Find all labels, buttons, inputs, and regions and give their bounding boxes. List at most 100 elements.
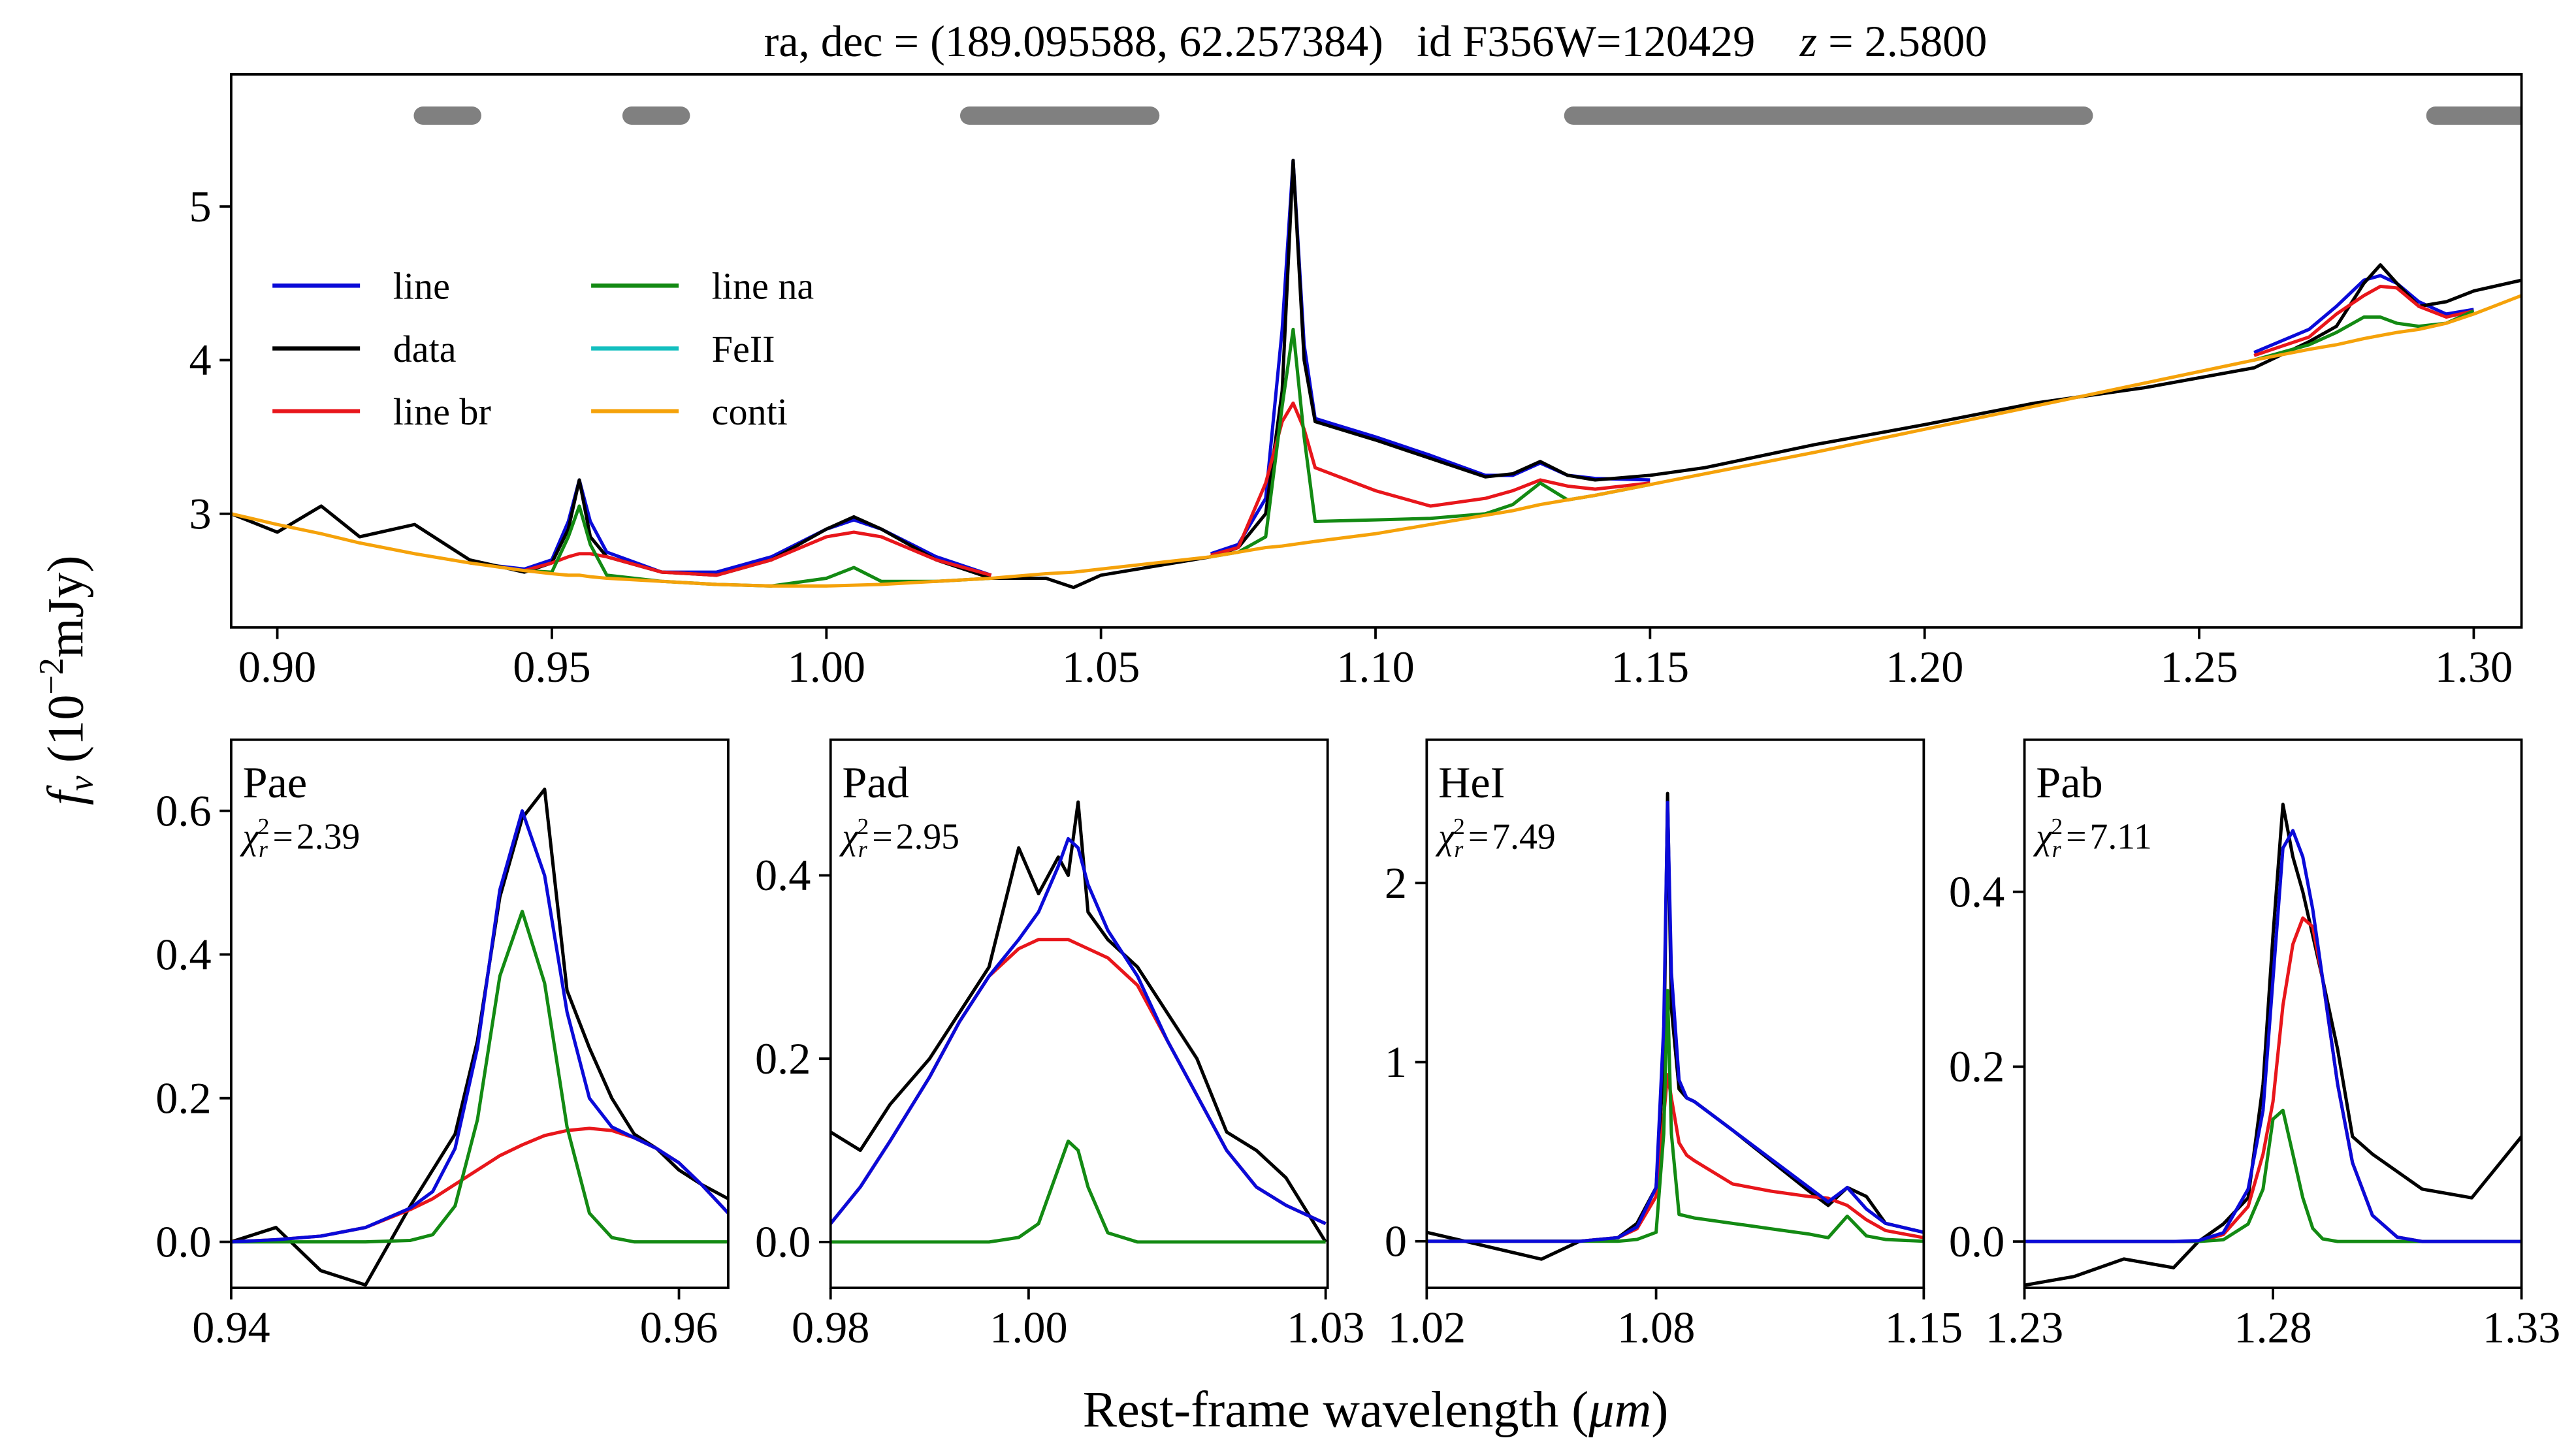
y-tick-label: 0.4 <box>1949 867 2004 916</box>
panel-label: Pae <box>243 758 308 807</box>
y-label-exp: −2 <box>33 658 71 694</box>
x-tick-label: 1.00 <box>990 1303 1067 1352</box>
chi2-label: χr2 = 7.49 <box>1435 813 1556 862</box>
x-label-close: ) <box>1651 1381 1668 1437</box>
plot-area <box>1426 791 1924 1261</box>
series-line <box>830 800 1327 1243</box>
chi2-eq: = <box>872 817 892 857</box>
x-tick-label: 1.23 <box>1986 1303 2063 1352</box>
legend-label: line <box>393 265 450 308</box>
x-tick-label: 1.08 <box>1617 1303 1695 1352</box>
chi2-symbol: χ <box>240 817 260 857</box>
chi2-eq: = <box>2066 817 2086 857</box>
series-line <box>2024 803 2522 1287</box>
y-tick-label: 3 <box>189 488 211 538</box>
chi2-sub: r <box>858 836 867 862</box>
panel-label: Pab <box>2036 758 2102 807</box>
chi2-sub: r <box>259 836 268 862</box>
series-line <box>1426 801 1924 1243</box>
y-label-unit: mJy) <box>37 555 93 658</box>
chi2-sup: 2 <box>1453 813 1465 839</box>
x-tick-label: 0.90 <box>238 642 316 692</box>
y-tick-label: 0.4 <box>755 850 811 900</box>
panel-label: HeI <box>1438 758 1505 807</box>
panel-label: Pad <box>842 758 909 807</box>
x-tick-label: 1.00 <box>788 642 865 692</box>
plot-area <box>2024 803 2522 1287</box>
series-line <box>2024 829 2522 1243</box>
series-line <box>830 837 1327 1226</box>
y-tick-label: 0.0 <box>155 1217 211 1266</box>
x-tick-label: 0.95 <box>513 642 590 692</box>
panel: 0.90 0.95 1.00 1.05 1.10 1.15 1.20 1.25 1.30 3 4 5 l… <box>189 72 2523 692</box>
x-label-text: Rest-frame wavelength ( <box>1083 1381 1589 1437</box>
axes-frame <box>829 738 1329 1289</box>
x-tick-label: 1.30 <box>2435 642 2513 692</box>
series-line <box>1210 401 1650 557</box>
chi2-value: 2.39 <box>297 817 360 857</box>
legend-label: conti <box>712 391 788 433</box>
chi2-value: 2.95 <box>896 817 959 857</box>
chi2-label: χr2 = 7.11 <box>2033 813 2152 862</box>
panel: 0.98 1.00 1.03 0.0 0.2 0.4 Pad χr2 = 2.95 <box>755 738 1364 1352</box>
x-tick-label: 1.20 <box>1886 642 1963 692</box>
title: ra, dec = (189.095588, 62.257384) id F35… <box>764 16 1988 66</box>
x-tick-label: 1.02 <box>1388 1303 1466 1352</box>
plot-area <box>231 788 728 1287</box>
legend-label: line br <box>393 391 491 433</box>
x-tick-label: 1.25 <box>2160 642 2238 692</box>
x-tick-label: 1.15 <box>1611 642 1689 692</box>
y-tick-label: 2 <box>1385 858 1407 908</box>
title-z-value: = 2.5800 <box>1817 16 1987 66</box>
x-tick-label: 1.28 <box>2234 1303 2311 1352</box>
chi2-sub: r <box>1455 836 1464 862</box>
chi2-label: χr2 = 2.95 <box>839 813 959 862</box>
chi2-symbol: χ <box>839 817 859 857</box>
y-tick-label: 0.2 <box>155 1073 211 1123</box>
legend-label: line na <box>712 265 814 308</box>
y-label-open: (10 <box>37 695 93 776</box>
chi2-eq: = <box>1468 817 1489 857</box>
chi2-symbol: χ <box>2033 817 2053 857</box>
y-tick-label: 0 <box>1385 1217 1407 1266</box>
y-tick-label: 0.0 <box>1949 1217 2004 1266</box>
y-axis-label-group: fν (10−2mJy) <box>33 555 101 805</box>
title-z: z <box>1799 16 1818 66</box>
panel: 1.23 1.28 1.33 0.0 0.2 0.4 Pab χr2 = 7.11 <box>1949 738 2560 1352</box>
series-line <box>2253 285 2474 357</box>
y-axis-label: fν (10−2mJy) <box>33 555 101 805</box>
chi2-eq: = <box>272 817 293 857</box>
y-tick-label: 0.0 <box>755 1217 811 1267</box>
x-axis-label: Rest-frame wavelength (μm) <box>1083 1381 1669 1437</box>
x-tick-label: 1.15 <box>1885 1303 1963 1352</box>
plot-area <box>830 800 1327 1244</box>
y-tick-label: 4 <box>189 335 211 385</box>
plot-area <box>231 106 2522 590</box>
y-tick-label: 5 <box>189 182 211 231</box>
chi2-label: χr2 = 2.39 <box>240 813 361 862</box>
series-line <box>231 809 728 1244</box>
axes-frame <box>230 738 730 1289</box>
x-tick-label: 1.33 <box>2483 1303 2560 1352</box>
series-line <box>1210 327 1650 559</box>
chi2-symbol: χ <box>1435 817 1455 857</box>
chi2-value: 7.11 <box>2090 817 2152 857</box>
panel: 0.94 0.96 0.0 0.2 0.4 0.6 Pae χr2 = 2.39 <box>155 738 730 1352</box>
series-line <box>2253 274 2474 355</box>
x-tick-label: 0.96 <box>640 1303 718 1352</box>
x-tick-label: 0.98 <box>792 1303 869 1352</box>
series-line <box>524 530 992 577</box>
series-line <box>231 294 2522 588</box>
axes-frame <box>1425 738 1925 1289</box>
x-label-unit: μm <box>1588 1381 1651 1437</box>
chi2-sup: 2 <box>258 813 270 839</box>
series-line <box>231 910 728 1244</box>
y-label-nu: ν <box>63 775 101 791</box>
chi2-sub: r <box>2052 836 2061 862</box>
chi2-sup: 2 <box>857 813 869 839</box>
y-tick-label: 0.2 <box>1949 1042 2004 1091</box>
x-tick-label: 1.03 <box>1287 1303 1364 1352</box>
